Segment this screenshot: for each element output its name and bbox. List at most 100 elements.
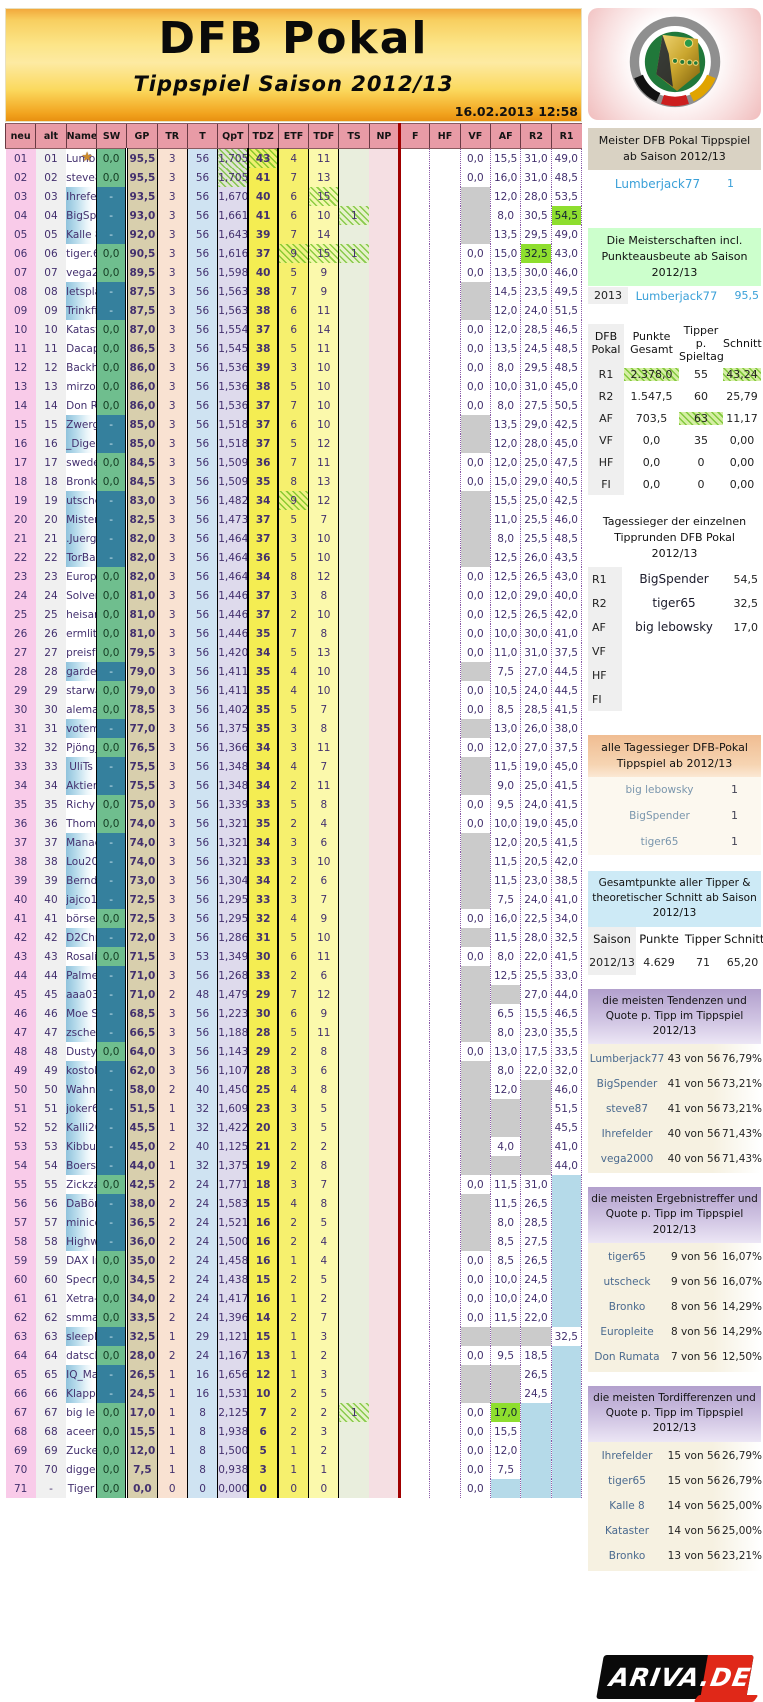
cell-tr: 3: [156, 890, 188, 909]
tagessieger-title: Tagessieger der einzelnen Tipprunden DFB…: [588, 509, 761, 567]
cell-tdf: 8: [308, 1080, 339, 1099]
cell-sw: 0,0: [95, 1289, 127, 1308]
cell-r2: 24,0: [520, 795, 552, 814]
cell-sw: -: [95, 1137, 127, 1156]
cell-etf: 3: [277, 890, 309, 909]
cell-sw: 0,0: [95, 320, 127, 339]
cell-vf: [459, 1004, 491, 1023]
cell-np: [369, 890, 402, 909]
cell-af: 12,0: [489, 187, 521, 206]
dfb-pokal-logo: [588, 8, 761, 120]
cell-r2: 15,5: [520, 1004, 552, 1023]
cell-sw: 0,0: [95, 1042, 127, 1061]
tordifferenzen-row: Bronko 13 von 56 23,21%: [588, 1544, 762, 1569]
cell-neu: 46: [5, 1004, 36, 1023]
cell-sw: -: [95, 1061, 127, 1080]
cell-r2: 26,5: [520, 1365, 552, 1384]
ergebnistreffer-row: tiger65 9 von 56 16,07%: [588, 1245, 762, 1270]
cell-vf: 0,0: [459, 1479, 491, 1498]
cell-af: 8,0: [489, 1213, 521, 1232]
cell-neu: 17: [5, 453, 36, 472]
cell-af: 7,5: [489, 1460, 521, 1479]
cell-qpt: 1,518: [217, 434, 248, 453]
cell-ts: [338, 148, 370, 168]
cell-np: [369, 928, 402, 947]
cell-f: [399, 1308, 430, 1327]
tagessieger-row-vl: 32,5: [733, 596, 759, 610]
cell-hf: [429, 1004, 461, 1023]
cell-f: [399, 339, 430, 358]
cell-neu: 18: [5, 472, 36, 491]
ergebnistreffer-row-nm: tiger65: [608, 1251, 646, 1264]
cell-r1: 45,0: [550, 434, 583, 453]
cell-alt: 36: [35, 814, 67, 833]
cell-name: starwarrior03: [66, 681, 97, 700]
cell-neu: 14: [5, 396, 36, 415]
cell-gp: 36,5: [125, 1213, 158, 1232]
meisterschaften-title-line2: Punkteausbeute ab Saison 2012/13: [601, 249, 748, 279]
cell-r2: 24,5: [520, 1384, 552, 1403]
cell-etf: 7: [277, 624, 309, 643]
cell-vf: 0,0: [459, 700, 491, 719]
cell-tdf: 8: [308, 624, 339, 643]
ergebnistreffer-row-ct: 8 von 56: [670, 1301, 717, 1314]
table-row: 40 40 jajco1-72,5 3 56 1,295 33 3 7 7,5 24,0 41,0: [5, 890, 583, 909]
cell-vf: 0,0: [459, 320, 491, 339]
table-row: 4444Palmengel-71,03561,268332612,525,533…: [5, 966, 583, 985]
cell-f: [399, 377, 430, 396]
cell-f: [399, 890, 430, 909]
cell-np: [369, 1042, 402, 1061]
cell-tdz: 39: [246, 225, 279, 244]
cell-r1: 44,0: [550, 1156, 583, 1175]
cell-hf: [429, 1042, 461, 1061]
cell-t: 56: [186, 358, 218, 377]
cell-neu: 06: [5, 244, 36, 263]
cell-name: vega2000: [66, 263, 97, 282]
cell-np: [369, 719, 402, 738]
cell-sw: 0,0: [95, 263, 127, 282]
cell-tr: 3: [156, 1004, 188, 1023]
cell-r2: 31,0: [520, 377, 552, 396]
cell-neu: 01: [5, 148, 36, 168]
cell-tdz: 34: [246, 833, 279, 852]
cell-qpt: 1,464: [217, 567, 248, 586]
ergebnistreffer-row: utscheck 9 von 56 16,07%: [588, 1270, 763, 1295]
cell-tdz: 28: [246, 1061, 279, 1080]
ergebnistreffer-row-qt: 14,29%: [722, 1301, 763, 1314]
cell-tdz: 36: [246, 453, 279, 472]
cell-np: [369, 757, 402, 776]
cell-vf: [459, 187, 491, 206]
cell-af: 11,0: [489, 643, 521, 662]
rounds-row-tip: 0: [697, 455, 705, 469]
cell-name: _Digedag_: [66, 434, 97, 453]
table-row: 3838Lou2009-74,03561,3213331011,520,542,…: [5, 852, 583, 871]
cell-t: 56: [186, 738, 218, 757]
cell-ts: [338, 700, 370, 719]
cell-r2: 22,0: [520, 1061, 552, 1080]
cell-alt: 32: [35, 738, 67, 757]
cell-vf: 0,0: [459, 681, 491, 700]
cell-np: [369, 985, 402, 1004]
cell-alt: 08: [35, 282, 67, 301]
cell-tr: 0: [156, 1479, 188, 1498]
table-row: 2020MisterDAX-82,53561,473375711,025,546…: [5, 510, 583, 529]
cell-f: [399, 1346, 430, 1365]
cell-gp: 42,5: [125, 1175, 158, 1194]
tordifferenzen-row-nm: Kalle 8: [609, 1500, 645, 1513]
cell-qpt: 1,536: [217, 358, 248, 377]
cell-np: [369, 396, 402, 415]
champion-points: 95,5: [734, 289, 760, 303]
table-row: 4141börsenfurz10,072,53561,29532490,016,…: [5, 909, 583, 928]
cell-alt: 67: [35, 1403, 67, 1422]
cell-gp: 75,5: [125, 757, 158, 776]
cell-neu: 39: [5, 871, 36, 890]
cell-t: 8: [186, 1422, 218, 1441]
cell-ts: [338, 1061, 370, 1080]
cell-tdz: 37: [246, 605, 279, 624]
cell-alt: 69: [35, 1441, 67, 1460]
cell-gp: 93,5: [125, 187, 158, 206]
cell-f: [399, 396, 430, 415]
cell-tr: 1: [156, 1099, 188, 1118]
ergebnistreffer-title: die meisten Ergebnistreffer und Quote p.…: [588, 1187, 761, 1243]
